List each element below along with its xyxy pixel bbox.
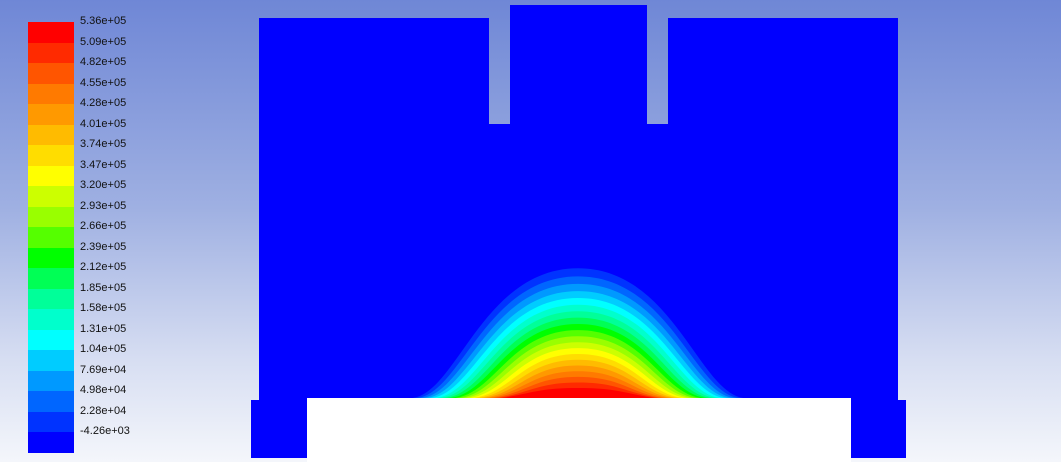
legend-swatch <box>28 63 74 84</box>
legend-swatch <box>28 227 74 248</box>
fluid-domain <box>251 5 906 458</box>
legend-label: 4.82e+05 <box>80 56 127 68</box>
legend-label: 4.98e+04 <box>80 384 127 396</box>
legend-label: 3.47e+05 <box>80 158 127 171</box>
legend-swatch <box>28 268 74 289</box>
legend-label: 2.93e+05 <box>80 199 127 212</box>
legend-label: 4.28e+05 <box>80 97 127 109</box>
legend-entry: 7.69e+04 <box>28 364 188 392</box>
legend-swatch <box>28 309 74 330</box>
legend-entry: 1.04e+05 <box>28 343 188 371</box>
legend-label: 1.85e+05 <box>80 281 127 294</box>
legend-label: 7.69e+04 <box>80 363 127 376</box>
legend-entry: 2.93e+05 <box>28 200 188 228</box>
legend-entry: 1.58e+05 <box>28 302 188 330</box>
legend-swatch <box>28 104 74 125</box>
contour-bands <box>412 268 744 398</box>
legend-entry: 3.74e+05 <box>28 138 188 166</box>
legend-entry: 1.31e+05 <box>28 323 188 351</box>
legend-label: 5.36e+05 <box>80 15 127 27</box>
legend-entry: 3.47e+05 <box>28 159 188 187</box>
contour-band <box>503 388 653 398</box>
legend-entry: 5.36e+05 <box>28 15 188 43</box>
legend-label: 1.31e+05 <box>80 322 127 335</box>
legend-swatch <box>28 165 74 187</box>
legend-label: 3.20e+05 <box>80 179 127 191</box>
legend-label: 4.01e+05 <box>80 117 127 130</box>
legend-label: 2.66e+05 <box>80 220 127 232</box>
legend-entry: 1.85e+05 <box>28 282 188 310</box>
legend-swatch <box>28 206 74 228</box>
legend-label: -4.26e+03 <box>80 425 130 437</box>
legend-swatch <box>28 329 74 351</box>
legend-swatch <box>28 124 74 146</box>
legend-entry: 2.39e+05 <box>28 241 188 269</box>
legend-entry: 3.20e+05 <box>28 179 188 207</box>
legend-swatch <box>28 288 74 310</box>
legend-label: 2.28e+04 <box>80 404 127 417</box>
legend-label: 5.09e+05 <box>80 35 127 48</box>
legend-label: 3.74e+05 <box>80 138 127 150</box>
legend-label: 1.04e+05 <box>80 343 127 355</box>
legend-swatch <box>28 145 74 166</box>
legend-swatch <box>28 350 74 371</box>
legend-swatch <box>28 83 74 105</box>
legend-swatch <box>28 186 74 207</box>
legend-swatch <box>28 42 74 64</box>
legend-entry: 4.98e+04 <box>28 384 188 412</box>
legend-swatch <box>28 432 74 453</box>
legend-entry: 4.01e+05 <box>28 118 188 146</box>
legend-entry: 4.55e+05 <box>28 77 188 105</box>
legend-swatch <box>28 22 74 43</box>
legend-entry: 4.28e+05 <box>28 97 188 125</box>
legend-label: 1.58e+05 <box>80 302 127 314</box>
legend-label: 4.55e+05 <box>80 76 127 89</box>
legend-entry: 2.28e+04 <box>28 405 188 433</box>
legend-label: 2.12e+05 <box>80 261 127 273</box>
legend-label: 2.39e+05 <box>80 240 127 253</box>
legend-entry: 2.66e+05 <box>28 220 188 248</box>
legend-entry: 5.09e+05 <box>28 36 188 64</box>
legend-entry: -4.26e+03 <box>28 425 188 453</box>
legend-swatch <box>28 247 74 269</box>
legend-entry: 2.12e+05 <box>28 261 188 289</box>
legend-swatch <box>28 391 74 412</box>
legend-swatch <box>28 370 74 392</box>
legend-swatch <box>28 411 74 433</box>
solid-block <box>307 398 851 462</box>
legend-entry: 4.82e+05 <box>28 56 188 84</box>
